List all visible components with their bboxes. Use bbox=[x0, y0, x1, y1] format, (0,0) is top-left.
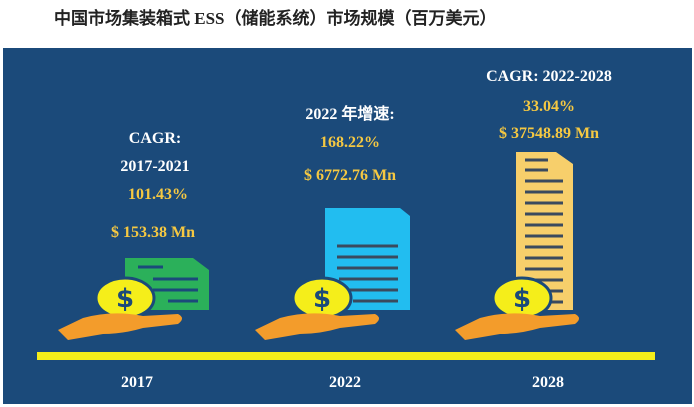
market-value-2017: $ 153.38 Mn bbox=[111, 224, 195, 241]
svg-text:$: $ bbox=[116, 284, 134, 314]
growth-value-2017: 101.43% bbox=[128, 186, 188, 203]
hand-icons bbox=[58, 313, 579, 340]
icons: $ $ $ bbox=[58, 152, 579, 340]
year-label-2017: 2017 bbox=[121, 374, 153, 391]
document-icon-2028 bbox=[516, 152, 573, 310]
growth-value-2028: 33.04% bbox=[523, 98, 575, 115]
dollar-signs: $ $ $ bbox=[116, 284, 531, 314]
growth-value-2022: 168.22% bbox=[320, 134, 380, 151]
cagr-label-2017: CAGR: bbox=[128, 130, 182, 147]
cagr-period-2017: 2017-2021 bbox=[120, 158, 190, 175]
timeline-bar bbox=[37, 352, 655, 360]
infographic-panel: $ $ $ CAGR: 2017-2021 101.43% $ 153.38 Mn … bbox=[3, 48, 692, 404]
growth-label-2022: 2022 年增速: bbox=[305, 106, 395, 123]
page-title: 中国市场集装箱式 ESS（储能系统）市场规模（百万美元） bbox=[54, 9, 497, 28]
document-icon-2022 bbox=[325, 208, 410, 310]
market-value-2028: $ 6772.76 Mn bbox=[304, 167, 396, 184]
cagr-label-2028: CAGR: 2022-2028 bbox=[486, 68, 612, 85]
svg-text:$: $ bbox=[313, 284, 331, 314]
svg-text:$: $ bbox=[513, 284, 531, 314]
year-label-2022: 2022 bbox=[329, 374, 361, 391]
market-value-2028: $ 37548.89 Mn bbox=[499, 125, 599, 142]
year-label-2028: 2028 bbox=[532, 374, 564, 391]
